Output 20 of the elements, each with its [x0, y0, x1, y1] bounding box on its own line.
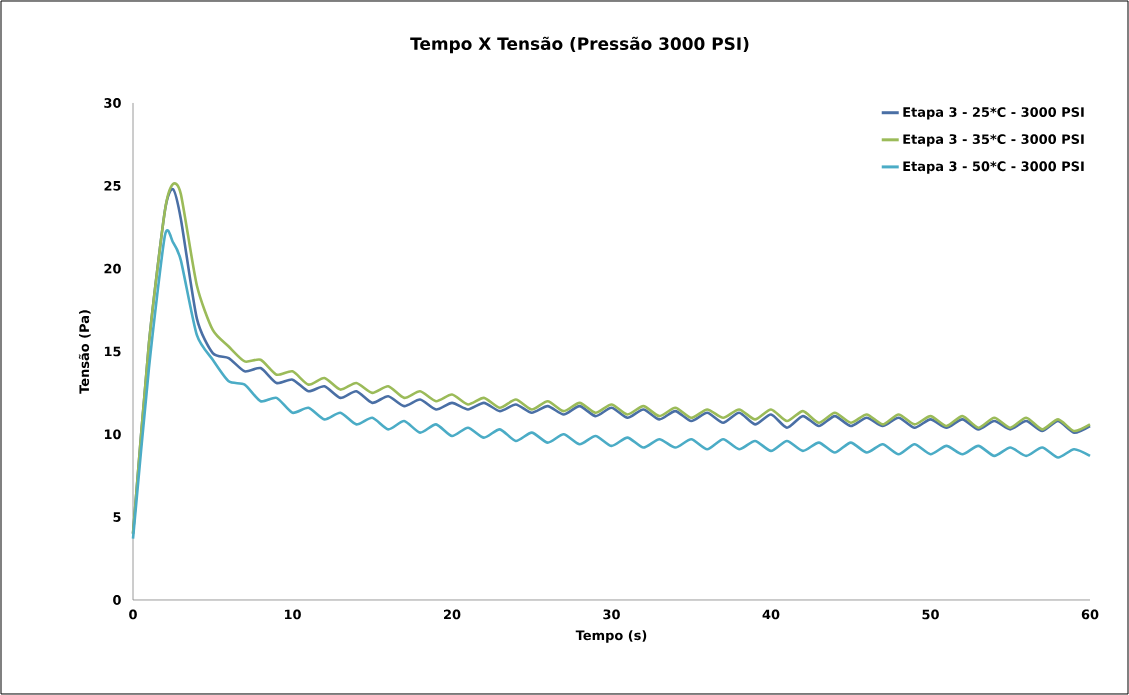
- y-tick-label: 10: [104, 429, 121, 440]
- legend-label: Etapa 3 - 35*C - 3000 PSI: [903, 134, 1084, 147]
- x-tick-label: 60: [1081, 609, 1099, 620]
- y-tick-label: 15: [104, 346, 121, 357]
- y-tick-label: 0: [113, 595, 121, 605]
- x-axis-title: Tempo (s): [575, 630, 647, 643]
- x-tick-label: 0: [129, 609, 137, 620]
- chart-title: Tempo X Tensão (Pressão 3000 PSI): [410, 36, 749, 54]
- y-tick-label: 5: [113, 512, 121, 522]
- y-tick-label: 30: [104, 98, 121, 108]
- x-tick-label: 20: [444, 609, 461, 620]
- legend-label: Etapa 3 - 50*C - 3000 PSI: [903, 161, 1084, 174]
- x-tick-label: 40: [762, 609, 780, 620]
- x-tick-label: 10: [284, 609, 301, 620]
- x-tick-label: 50: [922, 609, 939, 620]
- y-tick-label: 25: [104, 180, 121, 191]
- x-tick-label: 30: [603, 609, 620, 620]
- legend-label: Etapa 3 - 25*C - 3000 PSI: [903, 107, 1084, 120]
- y-tick-label: 20: [104, 263, 121, 274]
- y-axis-title: Tensão (Pa): [78, 310, 91, 394]
